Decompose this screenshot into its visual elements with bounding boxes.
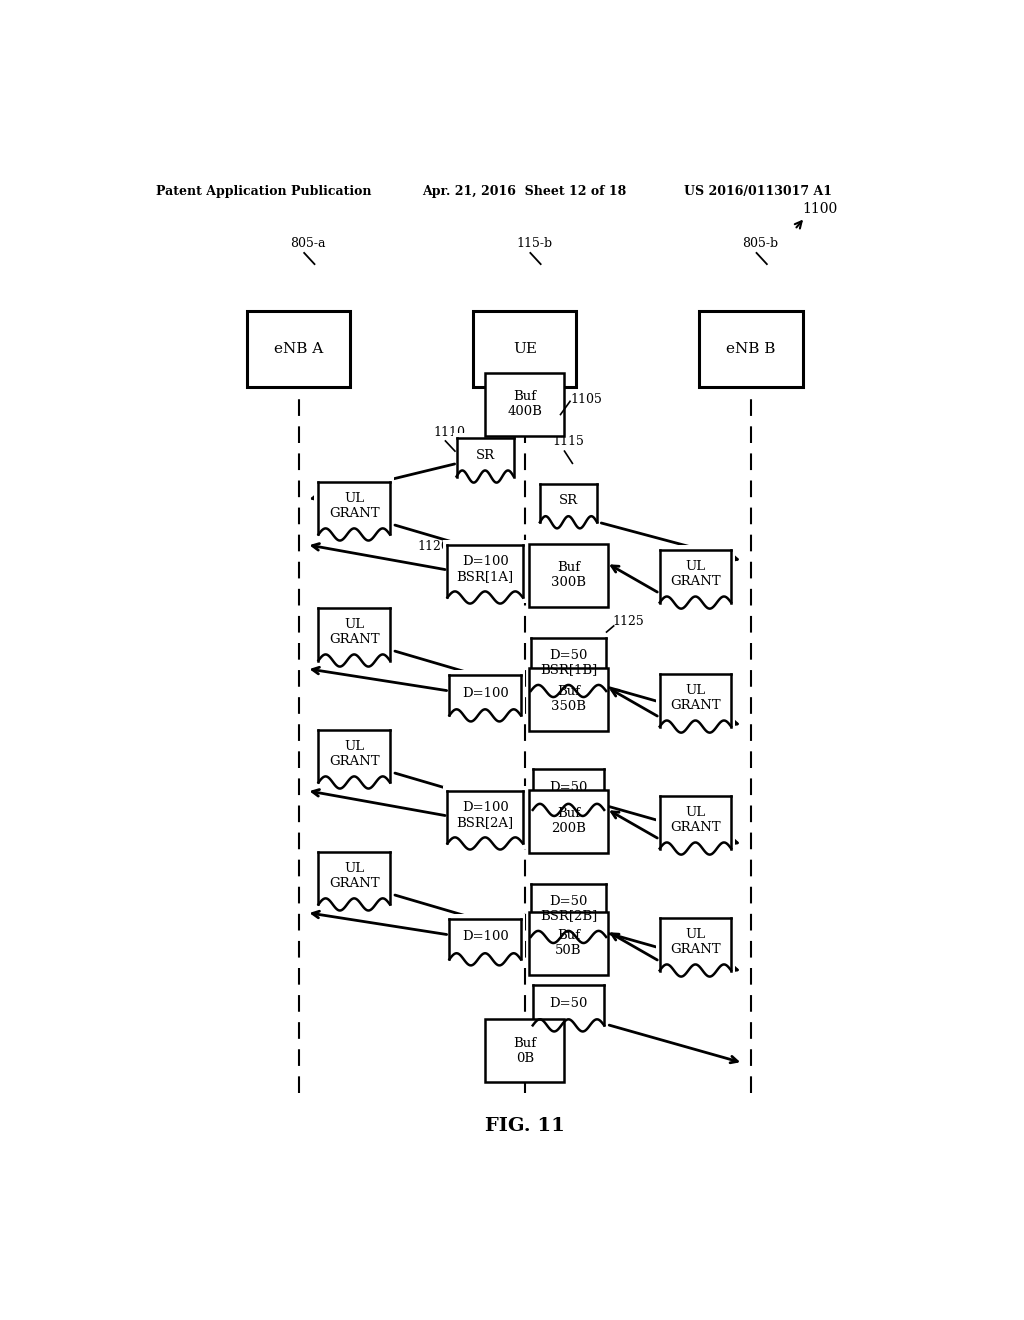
Text: Buf
200B: Buf 200B bbox=[551, 807, 586, 836]
FancyBboxPatch shape bbox=[443, 785, 526, 849]
FancyBboxPatch shape bbox=[528, 668, 608, 731]
Text: 1115: 1115 bbox=[553, 436, 585, 447]
Text: 805-b: 805-b bbox=[742, 236, 778, 249]
Polygon shape bbox=[659, 721, 731, 733]
Polygon shape bbox=[318, 899, 390, 911]
Text: UL
GRANT: UL GRANT bbox=[329, 492, 380, 520]
Polygon shape bbox=[447, 591, 523, 603]
Text: Buf
50B: Buf 50B bbox=[555, 929, 582, 957]
Polygon shape bbox=[450, 709, 521, 722]
Polygon shape bbox=[532, 1019, 604, 1031]
FancyBboxPatch shape bbox=[526, 634, 610, 696]
FancyBboxPatch shape bbox=[473, 312, 577, 387]
FancyBboxPatch shape bbox=[655, 912, 735, 975]
Text: D=50: D=50 bbox=[549, 997, 588, 1010]
FancyBboxPatch shape bbox=[247, 312, 350, 387]
Text: UL
GRANT: UL GRANT bbox=[670, 807, 721, 834]
Text: UL
GRANT: UL GRANT bbox=[329, 618, 380, 645]
Text: 1105: 1105 bbox=[570, 393, 603, 405]
Text: 805-a: 805-a bbox=[291, 236, 326, 249]
FancyBboxPatch shape bbox=[536, 479, 601, 528]
Text: SR: SR bbox=[475, 449, 495, 462]
FancyBboxPatch shape bbox=[655, 791, 735, 854]
FancyBboxPatch shape bbox=[655, 545, 735, 607]
FancyBboxPatch shape bbox=[528, 789, 608, 853]
FancyBboxPatch shape bbox=[445, 913, 524, 965]
Text: UE: UE bbox=[513, 342, 537, 356]
Text: SR: SR bbox=[559, 495, 578, 507]
Text: D=100: D=100 bbox=[462, 931, 509, 944]
Text: 1120: 1120 bbox=[418, 540, 450, 553]
Text: Apr. 21, 2016  Sheet 12 of 18: Apr. 21, 2016 Sheet 12 of 18 bbox=[422, 185, 626, 198]
FancyBboxPatch shape bbox=[314, 725, 394, 788]
Polygon shape bbox=[318, 655, 390, 667]
Polygon shape bbox=[318, 528, 390, 541]
FancyBboxPatch shape bbox=[445, 669, 524, 721]
Text: Buf
400B: Buf 400B bbox=[507, 391, 543, 418]
Polygon shape bbox=[532, 804, 604, 816]
Text: D=100
BSR[1A]: D=100 BSR[1A] bbox=[457, 554, 514, 583]
FancyBboxPatch shape bbox=[528, 979, 608, 1031]
Text: 1125: 1125 bbox=[612, 615, 644, 628]
FancyBboxPatch shape bbox=[453, 433, 518, 482]
FancyBboxPatch shape bbox=[485, 372, 564, 436]
Text: UL
GRANT: UL GRANT bbox=[670, 684, 721, 711]
Text: D=100
BSR[2A]: D=100 BSR[2A] bbox=[457, 801, 514, 829]
Text: Buf
350B: Buf 350B bbox=[551, 685, 586, 713]
Text: D=100: D=100 bbox=[462, 686, 509, 700]
Text: Buf
0B: Buf 0B bbox=[513, 1036, 537, 1065]
Text: UL
GRANT: UL GRANT bbox=[670, 560, 721, 589]
Text: FIG. 11: FIG. 11 bbox=[484, 1117, 565, 1135]
Polygon shape bbox=[450, 953, 521, 965]
Text: UL
GRANT: UL GRANT bbox=[329, 741, 380, 768]
Polygon shape bbox=[447, 837, 523, 850]
FancyBboxPatch shape bbox=[314, 477, 394, 540]
FancyBboxPatch shape bbox=[528, 764, 608, 814]
Polygon shape bbox=[530, 931, 606, 942]
Text: US 2016/0113017 A1: US 2016/0113017 A1 bbox=[684, 185, 831, 198]
FancyBboxPatch shape bbox=[528, 544, 608, 607]
Text: 115-b: 115-b bbox=[516, 236, 552, 249]
Text: D=50: D=50 bbox=[549, 781, 588, 795]
Polygon shape bbox=[318, 776, 390, 788]
Text: UL
GRANT: UL GRANT bbox=[329, 862, 380, 890]
Text: D=50
BSR[1B]: D=50 BSR[1B] bbox=[540, 648, 597, 677]
Polygon shape bbox=[530, 685, 606, 697]
FancyBboxPatch shape bbox=[655, 669, 735, 731]
Text: UL
GRANT: UL GRANT bbox=[670, 928, 721, 956]
Polygon shape bbox=[659, 597, 731, 609]
Text: eNB A: eNB A bbox=[274, 342, 324, 356]
FancyBboxPatch shape bbox=[443, 540, 526, 602]
FancyBboxPatch shape bbox=[528, 912, 608, 974]
Text: Buf
300B: Buf 300B bbox=[551, 561, 586, 589]
Text: Patent Application Publication: Patent Application Publication bbox=[156, 185, 372, 198]
FancyBboxPatch shape bbox=[314, 602, 394, 665]
FancyBboxPatch shape bbox=[526, 879, 610, 942]
Polygon shape bbox=[540, 516, 597, 528]
Text: eNB B: eNB B bbox=[726, 342, 775, 356]
Text: 1100: 1100 bbox=[803, 202, 838, 216]
FancyBboxPatch shape bbox=[314, 846, 394, 909]
FancyBboxPatch shape bbox=[485, 1019, 564, 1082]
Polygon shape bbox=[659, 842, 731, 854]
Text: D=50
BSR[2B]: D=50 BSR[2B] bbox=[540, 895, 597, 923]
Polygon shape bbox=[457, 470, 514, 483]
FancyBboxPatch shape bbox=[699, 312, 803, 387]
Text: 1110: 1110 bbox=[433, 426, 466, 440]
Polygon shape bbox=[659, 965, 731, 977]
